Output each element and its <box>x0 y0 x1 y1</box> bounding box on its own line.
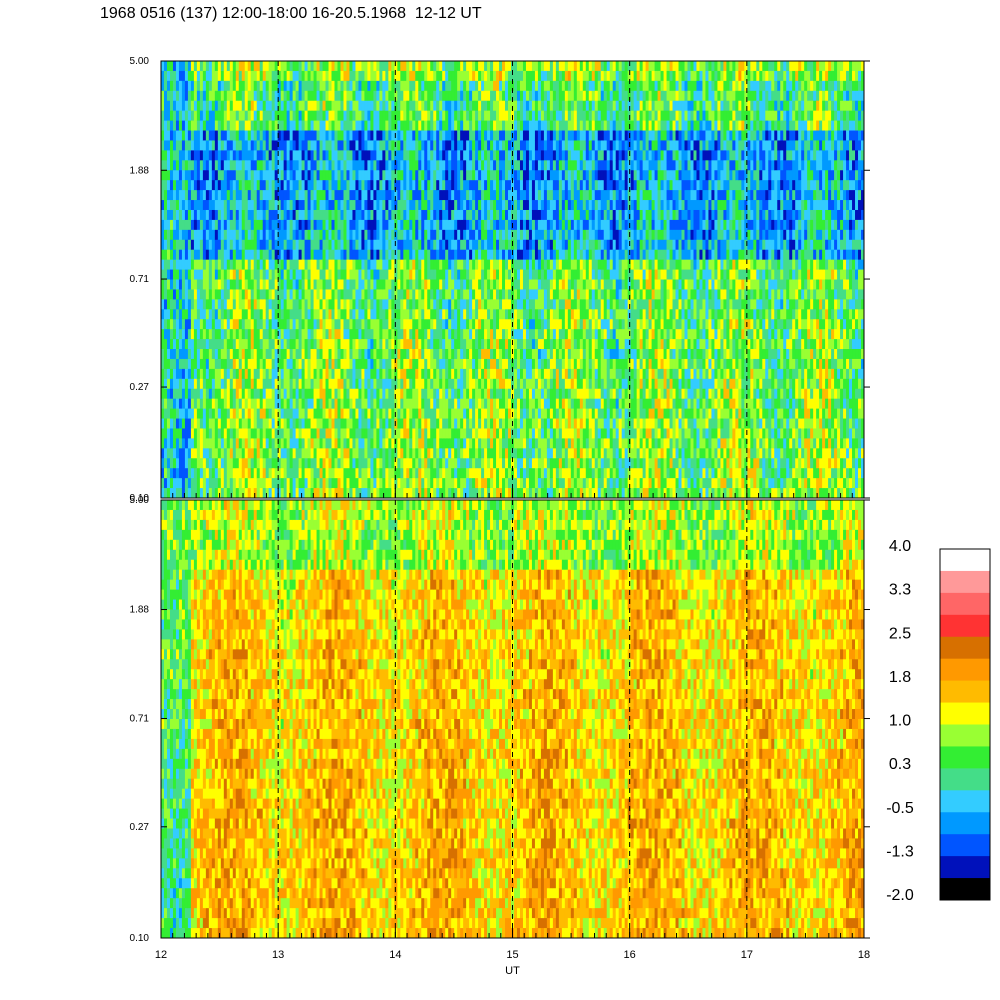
colorbar-swatch <box>940 592 990 616</box>
colorbar-label: -0.5 <box>886 800 914 817</box>
colorbar-swatch <box>940 834 990 857</box>
colorbar-swatch <box>940 614 990 638</box>
y-tick-label: 0.10 <box>130 493 150 504</box>
colorbar-swatch <box>940 636 990 660</box>
y-tick-label: 0.10 <box>130 933 150 944</box>
x-tick-label: 16 <box>624 949 636 961</box>
colorbar-label: 4.0 <box>889 538 911 555</box>
x-tick-label: 12 <box>155 949 167 961</box>
colorbar-label: 1.0 <box>889 713 911 730</box>
colorbar-label: 0.3 <box>889 756 911 773</box>
colorbar-swatch <box>940 746 990 769</box>
x-tick-label: 14 <box>389 949 401 961</box>
colorbar-swatch <box>940 878 990 901</box>
colorbar-label: 1.8 <box>889 669 911 686</box>
page-title: 1968 0516 (137) 12:00-18:00 16-20.5.1968… <box>100 5 482 23</box>
y-tick-label: 0.71 <box>130 274 150 285</box>
colorbar-swatch <box>940 658 990 682</box>
colorbar-frame <box>939 548 991 901</box>
colorbar-swatch <box>940 724 990 747</box>
y-tick-label: 1.88 <box>130 165 150 176</box>
y-tick-label: 0.71 <box>130 714 150 725</box>
colorbar-swatch <box>940 702 990 725</box>
x-axis-label: UT <box>505 965 520 977</box>
colorbar-swatch <box>940 856 990 879</box>
y-tick-label: 0.27 <box>130 822 150 833</box>
colorbar-swatch <box>940 570 990 594</box>
x-tick-label: 13 <box>272 949 284 961</box>
colorbar-swatch <box>940 790 990 813</box>
colorbar-swatch <box>940 768 990 791</box>
x-tick-label: 18 <box>858 949 870 961</box>
colorbar-swatch <box>940 680 990 704</box>
y-tick-label: 1.88 <box>130 605 150 616</box>
color-scale-bar: 4.0 3.3 2.5 1.8 1.0 0.3 -0.5 -1.3 -2.0 <box>886 538 991 904</box>
x-tick-label: 17 <box>741 949 753 961</box>
colorbar-label: 2.5 <box>889 625 911 642</box>
colorbar-swatch <box>940 812 990 835</box>
colorbar-label: -1.3 <box>886 843 914 860</box>
colorbar-label: 3.3 <box>889 582 911 599</box>
y-tick-label: 5.00 <box>130 56 150 67</box>
colorbar-label: -2.0 <box>886 887 914 904</box>
y-tick-label: 0.27 <box>130 382 150 393</box>
colorbar-swatch <box>940 549 990 572</box>
axes-layer: 5.001.880.710.270.105.001.880.710.270.10… <box>130 56 871 977</box>
x-tick-label: 15 <box>506 949 518 961</box>
y-tick-label: 5.00 <box>130 495 150 506</box>
